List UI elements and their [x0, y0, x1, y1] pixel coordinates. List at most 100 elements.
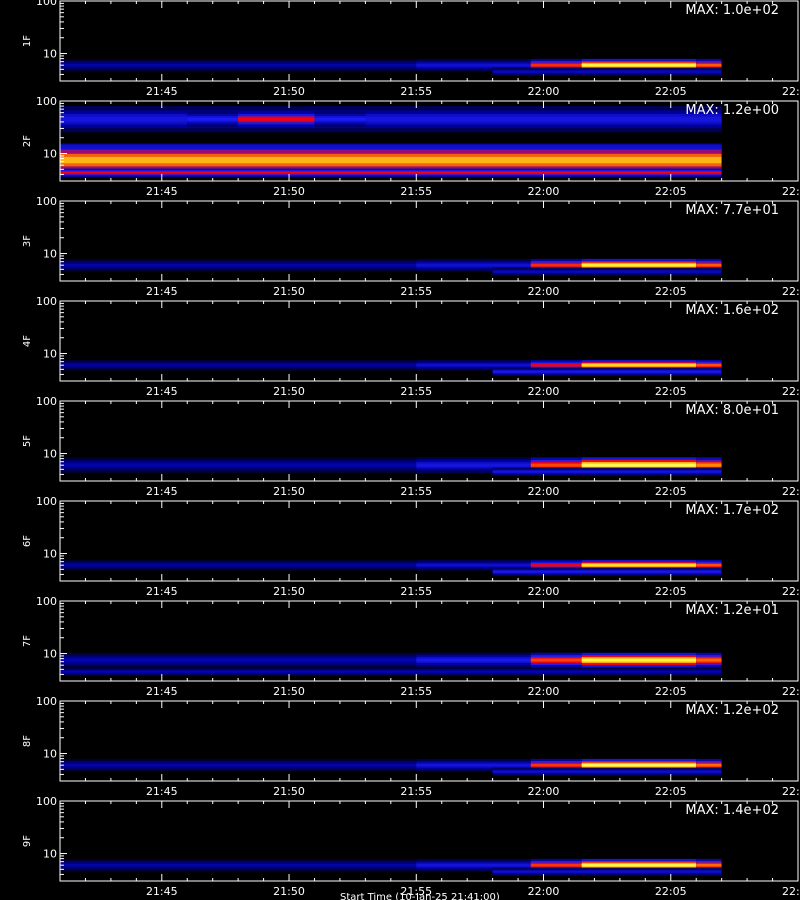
x-tick-label: 21:50	[273, 885, 305, 898]
intensity-band	[60, 763, 417, 767]
y-tick-label: 10	[43, 848, 57, 861]
y-tick-label: 100	[36, 0, 57, 8]
panel-7F: 100 10 21:45 21:50 21:55 22:00 22:05 22:1 7F MAX:…	[22, 595, 800, 698]
x-tick-label: 22:05	[655, 585, 687, 598]
x-tick-label: 22:05	[655, 785, 687, 798]
intensity-band	[696, 564, 722, 567]
intensity-band	[314, 117, 366, 121]
plot-frame	[59, 500, 799, 582]
x-tick-label: 21:45	[146, 785, 178, 798]
x-tick-label: 22:05	[655, 685, 687, 698]
x-tick-label: 22:00	[528, 785, 560, 798]
x-tick-label: 21:55	[400, 385, 432, 398]
channel-label: 6F	[22, 535, 33, 547]
x-tick-label: 22:00	[528, 585, 560, 598]
intensity-band	[60, 171, 722, 174]
x-tick-label: 21:55	[400, 785, 432, 798]
x-tick-label: 22:05	[655, 885, 687, 898]
x-tick-label: 21:50	[273, 585, 305, 598]
plot-frame	[59, 400, 799, 482]
y-tick-label: 10	[43, 448, 57, 461]
intensity-band	[530, 564, 582, 567]
intensity-band	[492, 770, 722, 773]
spectrogram-image	[60, 58, 722, 76]
x-tick-label: 21:45	[146, 185, 178, 198]
x-tick-label: 21:45	[146, 485, 178, 498]
y-tick-label: 100	[36, 95, 57, 108]
intensity-band	[696, 863, 722, 867]
intensity-band	[530, 63, 582, 67]
intensity-band	[492, 870, 722, 873]
plot-frame	[59, 0, 799, 82]
y-tick-label: 10	[43, 348, 57, 361]
intensity-band	[581, 763, 697, 767]
x-tick-label: 22:00	[528, 85, 560, 98]
x-tick-label: 21:55	[400, 885, 432, 898]
plot-frame	[59, 100, 799, 182]
x-tick-label: 22:05	[655, 485, 687, 498]
x-tick-label: 21:55	[400, 85, 432, 98]
x-tick-label: 21:50	[273, 285, 305, 298]
intensity-band	[60, 463, 417, 467]
x-tick-label: 22:00	[528, 885, 560, 898]
y-tick-label: 10	[43, 248, 57, 261]
intensity-band	[60, 658, 417, 662]
x-tick-label: 21:55	[400, 685, 432, 698]
x-tick-label: 21:55	[400, 185, 432, 198]
y-tick-label: 100	[36, 695, 57, 708]
plot-frame	[59, 200, 799, 282]
y-tick-label: 100	[36, 195, 57, 208]
x-tick-label: 21:50	[273, 685, 305, 698]
intensity-band	[492, 570, 722, 573]
x-tick-label: 21:45	[146, 385, 178, 398]
x-tick-label: 21:45	[146, 285, 178, 298]
max-value-label: MAX: 8.0e+01	[685, 403, 779, 418]
x-tick-label: 21:45	[146, 85, 178, 98]
x-tick-label: 22:00	[528, 685, 560, 698]
intensity-band	[416, 658, 531, 662]
intensity-band	[581, 564, 697, 567]
x-tick-label: 21:50	[273, 785, 305, 798]
y-tick-label: 10	[43, 548, 57, 561]
intensity-band	[696, 263, 722, 267]
y-tick-label: 10	[43, 748, 57, 761]
x-tick-label: 21:50	[273, 185, 305, 198]
spectrogram-image	[60, 258, 722, 276]
panel-1F: 100 10 21:45 21:50 21:55 22:00 22:05 22:1 1F MAX:…	[22, 0, 800, 98]
intensity-band	[530, 763, 582, 767]
x-tick-label: 21:50	[273, 485, 305, 498]
intensity-band	[530, 463, 582, 467]
spectrogram-image	[60, 106, 722, 177]
channel-label: 7F	[22, 635, 33, 647]
x-tick-label: 21:45	[146, 685, 178, 698]
max-value-label: MAX: 1.2e+01	[685, 603, 779, 618]
channel-label: 1F	[22, 35, 33, 47]
x-tick-label: 21:55	[400, 285, 432, 298]
x-tick-label: 22:05	[655, 385, 687, 398]
x-tick-label: 21:55	[400, 585, 432, 598]
intensity-band	[187, 117, 239, 121]
x-tick-label: 22:1	[782, 385, 800, 398]
intensity-band	[581, 658, 697, 662]
intensity-band	[60, 863, 417, 867]
y-tick-label: 10	[43, 148, 57, 161]
intensity-band	[60, 263, 417, 267]
x-tick-label: 21:50	[273, 85, 305, 98]
panel-2F: 100 10 21:45 21:50 21:55 22:00 22:05 22:1 2F MAX:…	[22, 95, 800, 198]
y-tick-label: 100	[36, 295, 57, 308]
panel-9F: 100 10 21:45 21:50 21:55 22:00 22:05 22:1 9F MAX:…	[22, 795, 800, 898]
intensity-band	[492, 70, 722, 73]
max-value-label: MAX: 1.4e+02	[685, 803, 779, 818]
intensity-band	[530, 658, 582, 662]
intensity-band	[60, 116, 722, 122]
plot-frame	[59, 700, 799, 782]
max-value-label: MAX: 1.7e+02	[685, 503, 779, 518]
x-tick-label: 22:05	[655, 285, 687, 298]
spectrogram-image	[60, 359, 722, 376]
intensity-band	[530, 263, 582, 267]
intensity-band	[581, 364, 697, 367]
panel-5F: 100 10 21:45 21:50 21:55 22:00 22:05 22:1 5F MAX:…	[22, 395, 800, 498]
x-tick-label: 22:1	[782, 785, 800, 798]
spectrogram-image	[60, 652, 722, 676]
x-tick-label: 22:05	[655, 185, 687, 198]
